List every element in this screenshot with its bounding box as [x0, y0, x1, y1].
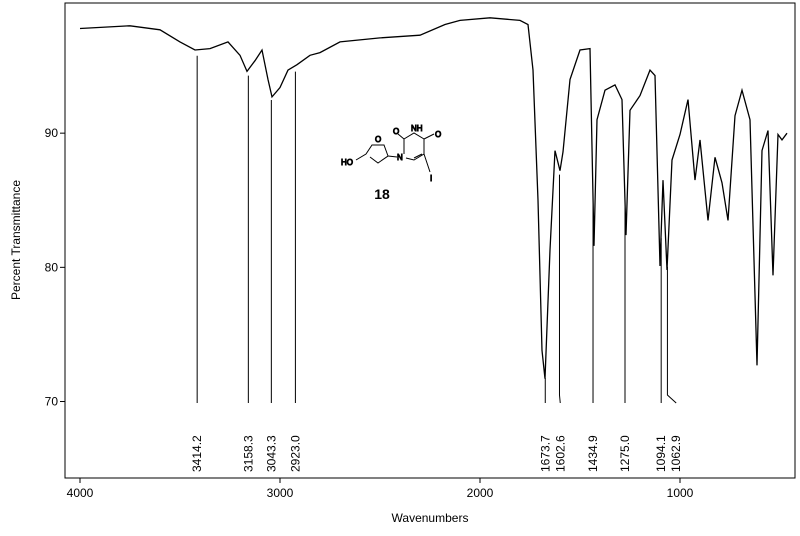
x-axis-label: Wavenumbers: [392, 511, 469, 525]
peak-label: 1434.9: [586, 435, 600, 472]
peak-marker: [666, 266, 677, 404]
peak-label: 1275.0: [618, 435, 632, 472]
atom: O: [393, 127, 399, 136]
peak-label: 1602.6: [553, 435, 567, 472]
x-tick-label: 2000: [467, 486, 494, 500]
plot-frame: [64, 2, 796, 479]
x-tick-label: 1000: [667, 486, 694, 500]
peak-label: 3158.3: [241, 435, 255, 472]
atom: N: [397, 153, 403, 162]
atom: I: [430, 174, 432, 183]
peak-label: 3043.3: [264, 435, 278, 472]
sugar-ring: [355, 144, 389, 164]
atom: O: [435, 130, 441, 139]
x-tick-label: 4000: [67, 486, 94, 500]
spectrum-line: [79, 17, 788, 379]
peak-label: 3414.2: [190, 435, 204, 472]
peak-label: 1673.7: [538, 435, 552, 472]
y-tick-label: 80: [45, 260, 59, 274]
peak-label: 1062.9: [669, 435, 683, 472]
base-ring: [397, 132, 435, 173]
peak-marker: [558, 174, 561, 404]
y-tick-label: 70: [45, 395, 59, 409]
peak-label: 1094.1: [654, 435, 668, 472]
structure: HO O N O NH O I 18: [341, 124, 442, 203]
x-tick-label: 3000: [267, 486, 294, 500]
bond: [387, 155, 398, 158]
peak-label: 2923.0: [288, 435, 302, 472]
atom: HO: [341, 158, 353, 167]
y-tick-label: 90: [45, 126, 59, 140]
compound-label: 18: [374, 186, 390, 202]
atom: NH: [411, 124, 423, 133]
y-axis-label: Percent Transmittance: [9, 180, 23, 300]
atom: O: [375, 135, 381, 144]
